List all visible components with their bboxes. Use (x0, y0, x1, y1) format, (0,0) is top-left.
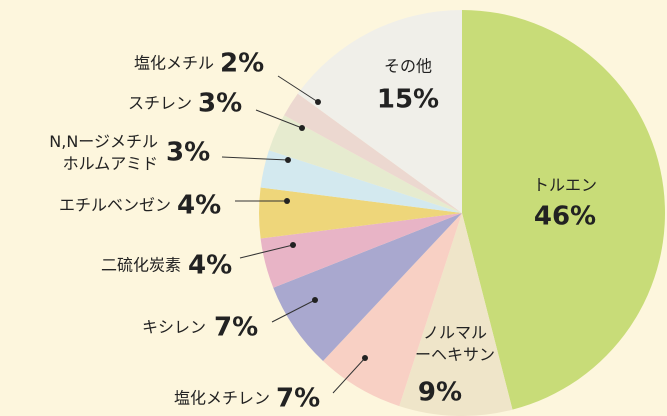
leader-dot (362, 355, 368, 361)
value-label: 4% (188, 251, 232, 281)
value-label: 3% (198, 89, 242, 119)
value-label: 7% (214, 313, 258, 343)
slice-label: N,Nージメチルホルムアミド (49, 132, 158, 173)
slice-label: その他 (384, 57, 432, 76)
leader-line (255, 109, 303, 129)
leader-line (277, 75, 319, 103)
value-label: 46% (534, 202, 596, 232)
value-label: 9% (418, 378, 462, 408)
leader-dot (299, 125, 305, 131)
leader-dot (290, 242, 296, 248)
pie-slice (297, 10, 462, 213)
leader-dot (284, 198, 290, 204)
value-label: 7% (276, 384, 320, 414)
pie-slice (260, 213, 462, 288)
slice-label: キシレン (142, 318, 206, 337)
value-label: 4% (177, 191, 221, 221)
pie-slice (323, 213, 462, 407)
value-label: 2% (220, 49, 264, 79)
leader-line (221, 156, 289, 161)
pie-slice (268, 115, 462, 213)
slice-label: 塩化メチル (134, 54, 214, 73)
leader-line (239, 244, 294, 259)
leader-dot (312, 297, 318, 303)
pie-slice (462, 10, 665, 410)
slice-label: エチルベンゼン (59, 196, 171, 215)
value-label: 3% (166, 138, 210, 168)
leader-line (332, 357, 366, 394)
leader-dot (315, 99, 321, 105)
slice-label: トルエン (533, 176, 597, 195)
leader-line (271, 299, 316, 323)
slice-label: 塩化メチレン (174, 389, 270, 408)
pie-slice (260, 150, 462, 213)
pie-slice (399, 213, 513, 416)
slice-label: スチレン (128, 94, 192, 113)
pie-slice (259, 187, 462, 239)
leader-dot (285, 157, 291, 163)
pie-slice (273, 213, 462, 361)
slice-label: 二硫化炭素 (101, 256, 181, 275)
value-label: 15% (377, 85, 439, 115)
pie-slice (284, 93, 462, 213)
slice-label: ノルマルーヘキサン (415, 323, 495, 364)
